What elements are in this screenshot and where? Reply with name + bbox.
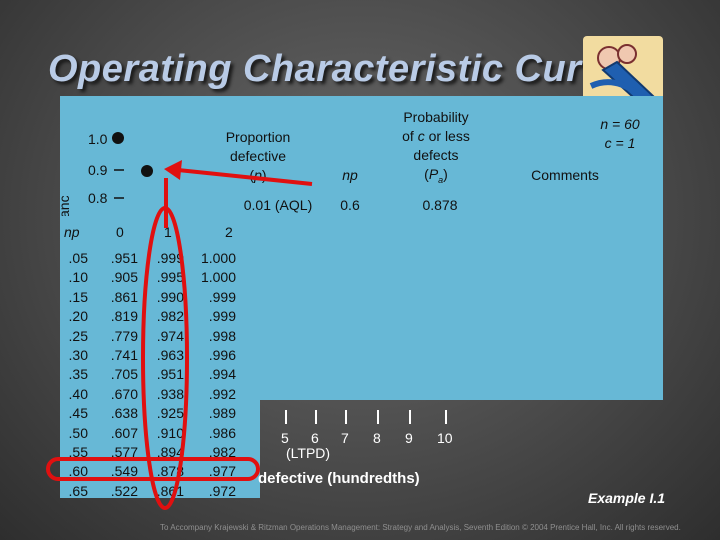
poisson-cell: .986 bbox=[208, 424, 236, 441]
cell-np: 0.6 bbox=[340, 197, 360, 213]
poisson-cell: .910 bbox=[156, 424, 184, 441]
poisson-cell: .25 bbox=[68, 327, 88, 344]
poisson-column-c1: .999 .995 .990 .982 .974 .963 .951 .938 .925 .910… bbox=[146, 249, 184, 501]
poisson-header-c0: 0 bbox=[116, 224, 124, 240]
cartoon-illustration-icon bbox=[583, 36, 663, 114]
poisson-cell: .55 bbox=[68, 444, 88, 461]
poisson-cell: .994 bbox=[208, 366, 236, 383]
header-comments: Comments bbox=[531, 167, 599, 183]
poisson-cell: .999 bbox=[208, 288, 236, 305]
poisson-cell: .905 bbox=[110, 269, 138, 286]
poisson-cell: .65 bbox=[68, 482, 88, 499]
poisson-cell: .577 bbox=[110, 444, 138, 461]
x-tick-label: 8 bbox=[373, 430, 381, 446]
example-label: Example I.1 bbox=[588, 490, 666, 506]
poisson-cell: .861 bbox=[110, 288, 138, 305]
poisson-cell: .963 bbox=[156, 347, 184, 364]
curve-point bbox=[141, 165, 153, 177]
header-proportion-defective: Proportion defective (p) bbox=[225, 129, 291, 183]
header-probability: Probability of c or less defects (Pa) bbox=[402, 109, 470, 185]
poisson-cell: .951 bbox=[156, 366, 184, 383]
poisson-cell: .974 bbox=[156, 327, 184, 344]
poisson-cell: 1.000 bbox=[200, 250, 236, 266]
y-tick-label: 0.9 bbox=[88, 162, 108, 178]
poisson-column-np: .05 .10 .15 .20 .25 .30 .35 .40 .45 .50 .55 .60 .65 bbox=[62, 249, 88, 501]
poisson-cell: .982 bbox=[208, 444, 236, 461]
poisson-header-c2: 2 bbox=[225, 224, 233, 240]
ltpd-label: (LTPD) bbox=[286, 445, 331, 461]
poisson-header-c1: 1 bbox=[164, 224, 172, 240]
poisson-cell: .705 bbox=[110, 366, 138, 383]
poisson-cell: .990 bbox=[156, 288, 184, 305]
poisson-cell: .15 bbox=[68, 288, 88, 305]
slide-title: Operating Characteristic Curve bbox=[48, 48, 625, 90]
poisson-cell: .60 bbox=[68, 463, 88, 480]
poisson-cell: .977 bbox=[208, 463, 236, 480]
poisson-cell: .10 bbox=[68, 269, 88, 286]
poisson-cell: .549 bbox=[110, 463, 138, 480]
poisson-column-c2: 1.000 1.000 .999 .999 .998 .996 .994 .992 .989 .9… bbox=[194, 249, 236, 501]
poisson-cell: 1.000 bbox=[200, 269, 236, 286]
poisson-cell: .894 bbox=[156, 444, 184, 461]
poisson-cell: .607 bbox=[110, 424, 138, 441]
poisson-cell: .951 bbox=[110, 250, 138, 266]
x-axis-label: defective (hundredths) bbox=[258, 470, 420, 487]
poisson-cell: .35 bbox=[68, 366, 88, 383]
poisson-cell: .998 bbox=[208, 327, 236, 344]
arrow-head-icon bbox=[164, 160, 182, 180]
poisson-cell: .999 bbox=[156, 250, 184, 266]
poisson-cell: .20 bbox=[68, 308, 88, 325]
poisson-cell: .40 bbox=[68, 385, 88, 402]
poisson-cell: .45 bbox=[68, 405, 88, 422]
poisson-cell: .995 bbox=[156, 269, 184, 286]
poisson-cell: .779 bbox=[110, 327, 138, 344]
highlight-arrow bbox=[177, 168, 313, 186]
poisson-table bbox=[60, 220, 260, 498]
poisson-cell: .522 bbox=[110, 482, 138, 499]
poisson-cell: .982 bbox=[156, 308, 184, 325]
poisson-cell: .05 bbox=[68, 250, 88, 266]
poisson-cell: .638 bbox=[110, 405, 138, 422]
highlight-ellipse bbox=[141, 206, 189, 510]
poisson-cell: .819 bbox=[110, 308, 138, 325]
x-tick-label: 10 bbox=[437, 430, 453, 446]
header-np: np bbox=[342, 167, 358, 183]
poisson-cell: .999 bbox=[208, 308, 236, 325]
poisson-column-c0: .951 .905 .861 .819 .779 .741 .705 .670 .638 .607… bbox=[100, 249, 138, 501]
y-tick-label: 0.8 bbox=[88, 190, 108, 206]
cell-probability: 0.878 bbox=[422, 197, 458, 213]
x-tick-label: 5 bbox=[281, 430, 289, 446]
poisson-cell: .741 bbox=[110, 347, 138, 364]
highlight-row bbox=[46, 457, 260, 481]
poisson-cell: .925 bbox=[156, 405, 184, 422]
poisson-cell: .670 bbox=[110, 385, 138, 402]
y-tick-label: 1.0 bbox=[88, 131, 108, 147]
x-tick-label: 7 bbox=[341, 430, 349, 446]
poisson-cell: .972 bbox=[208, 482, 236, 499]
poisson-cell: .992 bbox=[208, 385, 236, 402]
poisson-cell: .989 bbox=[208, 405, 236, 422]
header-plan-parameters: n = 60 c = 1 bbox=[600, 116, 640, 151]
poisson-cell: .996 bbox=[208, 347, 236, 364]
x-tick-label: 9 bbox=[405, 430, 413, 446]
x-tick-label: 6 bbox=[311, 430, 319, 446]
poisson-cell: .50 bbox=[68, 424, 88, 441]
footer-credit: To Accompany Krajewski & Ritzman Operati… bbox=[160, 523, 681, 532]
curve-point bbox=[112, 132, 124, 144]
poisson-cell: .938 bbox=[156, 385, 184, 402]
cell-proportion: 0.01 (AQL) bbox=[243, 197, 313, 213]
poisson-cell: .30 bbox=[68, 347, 88, 364]
poisson-header-np: np bbox=[64, 224, 80, 240]
